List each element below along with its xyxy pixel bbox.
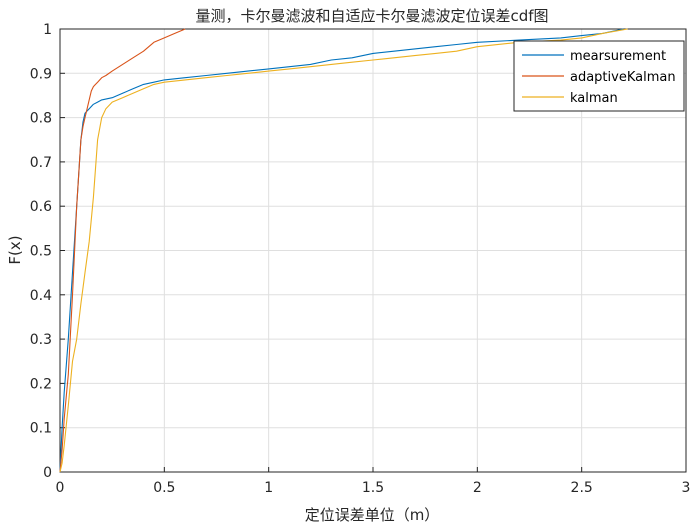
x-tick-label: 1.5 (362, 480, 384, 496)
series-line-adaptiveKalman (59, 28, 186, 473)
legend-label: adaptiveKalman (570, 70, 676, 85)
chart-title: 量测，卡尔曼滤波和自适应卡尔曼滤波定位误差cdf图 (195, 7, 548, 25)
series-line-kalman (59, 28, 628, 473)
y-tick-label: 0.7 (30, 155, 52, 171)
x-tick-label: 1 (264, 480, 273, 496)
y-tick-label: 0 (43, 465, 52, 481)
x-tick-label: 0.5 (153, 480, 175, 496)
series-lines (59, 28, 628, 473)
x-tick-label: 0 (56, 480, 65, 496)
ticks: 0 0.5 1 1.5 2 2.5 3 0 0.1 0.2 0.3 0.4 0.5 0.6 0.7 0.8 0.… (30, 22, 691, 496)
y-tick-label: 0.4 (30, 288, 52, 304)
y-tick-label: 0.2 (30, 376, 52, 392)
y-tick-label: 1 (43, 22, 52, 38)
x-tick-label: 2.5 (571, 480, 593, 496)
y-tick-label: 0.3 (30, 332, 52, 348)
legend-label: kalman (570, 91, 618, 106)
x-tick-label: 3 (682, 480, 691, 496)
y-axis-title: F(x) (6, 235, 24, 264)
y-tick-label: 0.8 (30, 111, 52, 127)
x-axis-title: 定位误差单位（m） (305, 506, 440, 524)
y-tick-label: 0.9 (30, 66, 52, 82)
x-tick-label: 2 (473, 480, 482, 496)
legend-label: mearsurement (570, 49, 666, 64)
legend: mearsurement adaptiveKalman kalman (513, 40, 685, 112)
y-tick-label: 0.1 (30, 421, 52, 437)
y-tick-label: 0.5 (30, 244, 52, 260)
y-tick-label: 0.6 (30, 199, 52, 215)
